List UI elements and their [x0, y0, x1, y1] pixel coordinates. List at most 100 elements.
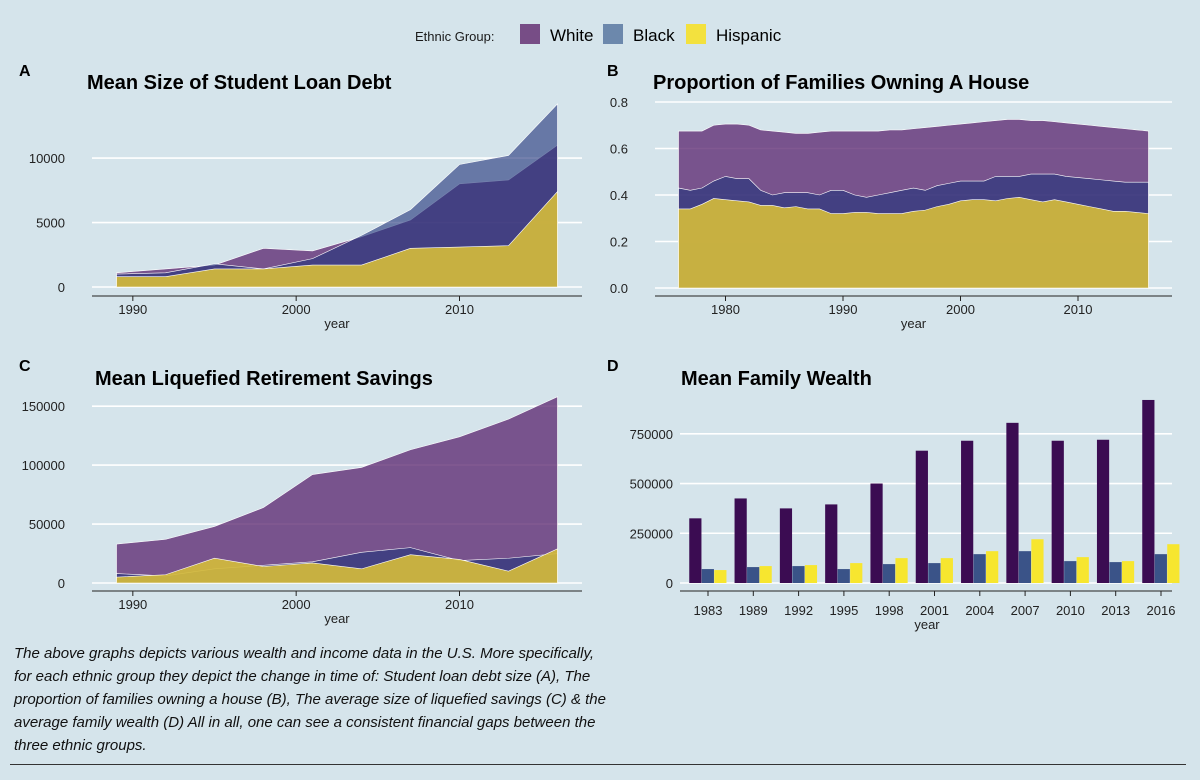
- chart-b-y-tick-label: 0.2: [610, 235, 628, 250]
- chart-d-bar-white: [915, 450, 928, 583]
- chart-c-y-tick-label: 100000: [22, 458, 65, 473]
- legend-title: Ethnic Group:: [415, 29, 495, 44]
- chart-a-y-tick-label: 10000: [29, 151, 65, 166]
- chart-a-student-loan-debt: 0 5000 10000 1990 2000 2010 year: [29, 103, 582, 331]
- chart-d-bar-black: [747, 567, 760, 583]
- chart-b-y-tick-label: 0.0: [610, 281, 628, 296]
- chart-d-bar-white: [961, 440, 974, 583]
- chart-d-x-tick-label: 2016: [1147, 603, 1176, 618]
- panel-letter-d: D: [607, 358, 619, 375]
- chart-d-bar-hispanic: [714, 570, 727, 583]
- chart-d-bar-hispanic: [759, 566, 772, 583]
- chart-d-bar-black: [1154, 554, 1167, 583]
- chart-d-bar-white: [870, 483, 883, 583]
- chart-d-x-tick-label: 2010: [1056, 603, 1085, 618]
- chart-c-x-tick-label: 1990: [118, 597, 147, 612]
- chart-b-x-tick-label: 2000: [946, 302, 975, 317]
- chart-d-family-wealth: 0 250000 500000 750000 1983 1989 1992 1995 1998 2…: [630, 399, 1180, 632]
- chart-d-bar-black: [701, 569, 714, 583]
- chart-d-y-tick-label: 250000: [630, 526, 673, 541]
- chart-b-x-axis-title: year: [901, 316, 927, 331]
- legend-label-hispanic: Hispanic: [716, 26, 782, 45]
- chart-d-bar-hispanic: [1167, 544, 1180, 583]
- chart-d-bar-black: [973, 554, 986, 583]
- panel-letter-a: A: [19, 63, 31, 80]
- panel-letter-b: B: [607, 63, 619, 80]
- chart-b-y-tick-label: 0.4: [610, 188, 628, 203]
- chart-a-area-black: [116, 103, 558, 288]
- chart-a-x-axis-title: year: [324, 316, 350, 331]
- chart-c-y-tick-label: 0: [58, 576, 65, 591]
- chart-d-bar-white: [825, 504, 838, 583]
- chart-a-x-tick-label: 2010: [445, 302, 474, 317]
- chart-b-y-tick-label: 0.6: [610, 142, 628, 157]
- chart-b-y-tick-label: 0.8: [610, 95, 628, 110]
- panel-letter-c: C: [19, 358, 31, 375]
- chart-c-area-white: [116, 396, 558, 584]
- legend-swatch-hispanic: [686, 24, 706, 44]
- chart-b-x-tick-label: 1980: [711, 302, 740, 317]
- chart-d-bar-black: [792, 566, 805, 583]
- chart-c-y-tick-label: 150000: [22, 399, 65, 414]
- chart-d-x-tick-label: 1995: [829, 603, 858, 618]
- chart-d-y-tick-label: 750000: [630, 427, 673, 442]
- chart-d-bar-black: [1018, 551, 1032, 583]
- chart-b-x-tick-label: 2010: [1064, 302, 1093, 317]
- panel-title-c: Mean Liquefied Retirement Savings: [95, 368, 433, 390]
- panel-title-d: Mean Family Wealth: [681, 368, 872, 390]
- chart-d-bar-white: [1096, 439, 1110, 583]
- chart-d-bar-black: [882, 564, 896, 583]
- chart-a-area-hispanic: [116, 190, 558, 288]
- chart-d-x-axis-title: year: [914, 617, 940, 632]
- legend-label-black: Black: [633, 26, 675, 45]
- chart-d-bar-white: [689, 518, 702, 583]
- chart-d-bar-black: [1064, 561, 1077, 583]
- chart-d-x-tick-label: 1983: [694, 603, 723, 618]
- chart-a-y-tick-label: 5000: [36, 216, 65, 231]
- chart-d-bar-black: [928, 563, 941, 583]
- chart-c-x-axis-title: year: [324, 611, 350, 626]
- legend-swatch-black: [603, 24, 623, 44]
- panel-title-a: Mean Size of Student Loan Debt: [87, 72, 392, 94]
- chart-d-bar-hispanic: [1121, 561, 1135, 583]
- legend-label-white: White: [550, 26, 594, 45]
- chart-d-bar-hispanic: [940, 558, 953, 583]
- chart-a-y-tick-label: 0: [58, 280, 65, 295]
- panel-title-b: Proportion of Families Owning A House: [653, 72, 1030, 94]
- chart-d-x-tick-label: 2001: [920, 603, 949, 618]
- chart-d-bar-black: [1109, 562, 1122, 583]
- chart-c-x-tick-label: 2000: [282, 597, 311, 612]
- legend-swatch-white: [520, 24, 540, 44]
- chart-b-home-ownership: 0.0 0.2 0.4 0.6 0.8 1980 1990 2000 2010 year: [610, 95, 1172, 331]
- chart-d-bar-hispanic: [804, 565, 818, 583]
- chart-d-x-tick-label: 1998: [875, 603, 904, 618]
- chart-d-bar-white: [779, 508, 793, 583]
- chart-d-bar-white: [1051, 440, 1064, 583]
- chart-a-x-tick-label: 2000: [282, 302, 311, 317]
- chart-d-x-tick-label: 2004: [965, 603, 994, 618]
- chart-c-y-tick-label: 50000: [29, 517, 65, 532]
- chart-d-bar-white: [734, 498, 747, 583]
- caption: The above graphs depicts various wealth …: [14, 645, 606, 754]
- chart-d-y-tick-label: 0: [666, 576, 673, 591]
- chart-d-bar-black: [837, 569, 850, 583]
- chart-d-bar-hispanic: [895, 558, 908, 583]
- chart-c-x-tick-label: 2010: [445, 597, 474, 612]
- chart-d-bar-hispanic: [1076, 557, 1089, 583]
- chart-d-bar-hispanic: [850, 563, 863, 583]
- chart-d-x-tick-label: 2007: [1011, 603, 1040, 618]
- chart-c-area-hispanic: [116, 548, 558, 584]
- chart-d-x-tick-label: 1989: [739, 603, 768, 618]
- chart-c-retirement-savings: 0 50000 100000 150000 1990 2000 2010 year: [22, 396, 582, 626]
- chart-d-x-tick-label: 1992: [784, 603, 813, 618]
- chart-a-x-tick-label: 1990: [118, 302, 147, 317]
- chart-b-x-tick-label: 1990: [829, 302, 858, 317]
- bottom-rule: [10, 764, 1186, 765]
- chart-d-bar-white: [1006, 422, 1019, 583]
- chart-d-y-tick-label: 500000: [630, 477, 673, 492]
- chart-d-x-tick-label: 2013: [1101, 603, 1130, 618]
- chart-d-bar-white: [1142, 399, 1155, 583]
- chart-b-area-hispanic: [678, 197, 1149, 289]
- chart-d-bar-hispanic: [1031, 539, 1044, 583]
- legend: Ethnic Group: White Black Hispanic: [0, 24, 1200, 48]
